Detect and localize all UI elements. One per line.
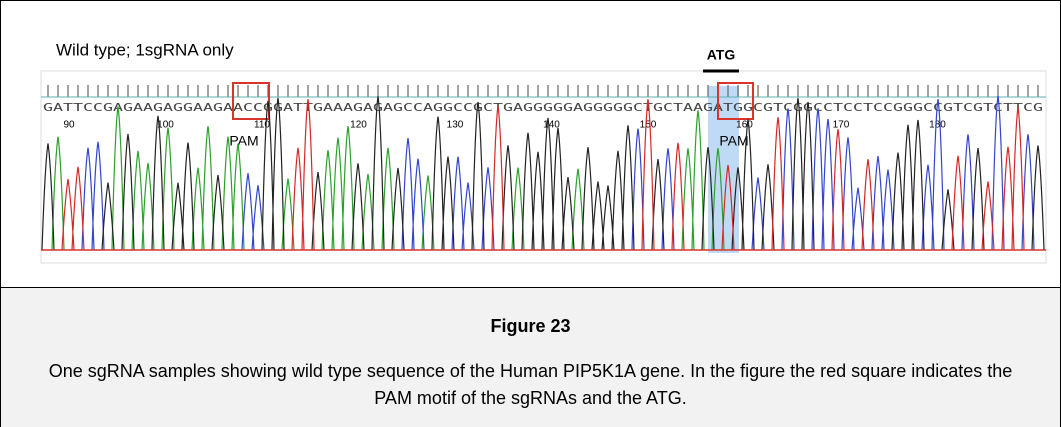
pam-label: PAM <box>229 133 258 149</box>
sequence: GATTCCGAGAAGAGGAAGAACCGGATTGAAAGAGAGCCAG… <box>43 102 1043 114</box>
position-label: 170 <box>833 120 850 131</box>
atg-label: ATG <box>707 47 736 63</box>
position-label: 130 <box>447 120 464 131</box>
position-label: 160 <box>736 120 753 131</box>
page: ATG Wild type; 1sgRNA only GATTCCGAGAAGA… <box>0 0 1061 427</box>
caption-area: Figure 23 One sgRNA samples showing wild… <box>1 287 1060 427</box>
position-label: 120 <box>350 120 367 131</box>
figure-caption: One sgRNA samples showing wild type sequ… <box>41 358 1020 412</box>
pam-label: PAM <box>719 133 748 149</box>
position-label: 90 <box>63 120 75 131</box>
figure-area: ATG Wild type; 1sgRNA only GATTCCGAGAAGA… <box>1 1 1060 287</box>
chromatogram: ATG Wild type; 1sgRNA only GATTCCGAGAAGA… <box>1 1 1060 287</box>
position-label: 150 <box>640 120 657 131</box>
figure-label: Figure 23 <box>1 316 1060 337</box>
position-label: 180 <box>929 120 946 131</box>
position-label: 110 <box>254 120 270 131</box>
panel-title: Wild type; 1sgRNA only <box>56 40 234 59</box>
